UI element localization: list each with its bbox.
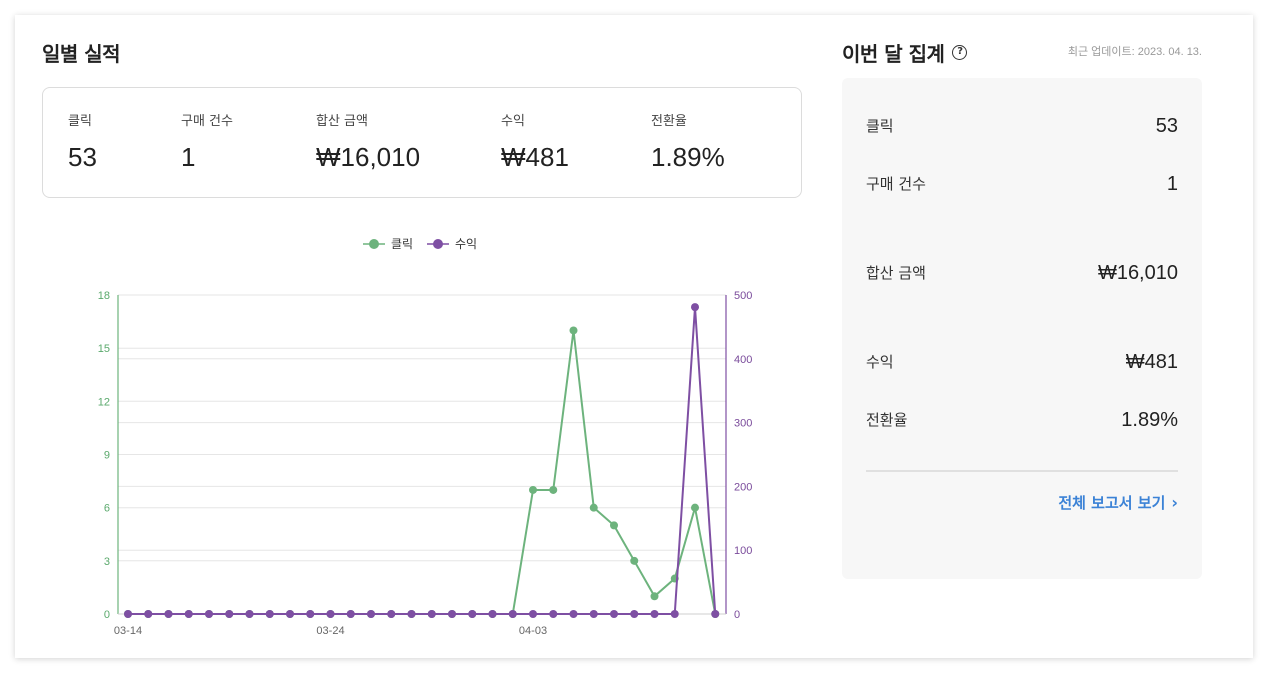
stat-label: 수익 [501, 114, 525, 129]
y-left-tick-label: 0 [104, 609, 110, 621]
last-updated: 최근 업데이트: 2023. 04. 13. [1067, 46, 1202, 58]
summary-value: ₩481 [1125, 351, 1178, 373]
data-point-revenue [711, 610, 720, 618]
data-point-revenue [488, 610, 497, 618]
y-right-tick-label: 300 [734, 418, 752, 430]
summary-value: 1.89% [1121, 409, 1178, 431]
y-left-tick-label: 6 [104, 503, 110, 515]
series-line-clicks [128, 330, 717, 615]
data-point-revenue [144, 610, 153, 618]
data-point-clicks [529, 485, 537, 494]
stat-value: ₩16,010 [316, 142, 421, 172]
data-point-revenue [326, 610, 335, 618]
daily-chart: 0 3 6 9 12 15 18 0 100 200 300 400 500 03-14 03-24 04-0… [98, 237, 753, 637]
stat-value: 53 [68, 142, 97, 172]
daily-title: 일별 실적 [42, 42, 121, 66]
data-point-revenue [529, 610, 537, 618]
data-point-revenue [691, 303, 699, 312]
y-left-tick-label: 9 [104, 450, 110, 462]
data-point-revenue [630, 610, 639, 618]
y-right-tick-label: 100 [734, 545, 752, 557]
stat-label: 클릭 [68, 114, 92, 129]
data-point-revenue [124, 610, 132, 618]
data-point-revenue [225, 610, 234, 618]
summary-label: 구매 건수 [866, 175, 926, 193]
data-point-clicks [549, 485, 558, 494]
series-line-revenue [128, 307, 717, 615]
y-right-tick-label: 0 [734, 609, 740, 621]
monthly-title: 이번 달 집계 [842, 42, 945, 66]
stat-value: 1 [181, 142, 196, 172]
help-circle-icon[interactable]: ? [952, 45, 968, 60]
legend-swatch-dot [433, 239, 443, 249]
x-tick-label: 03-24 [316, 625, 344, 637]
data-point-revenue [508, 610, 517, 618]
data-point-revenue [427, 610, 436, 618]
summary-value: 53 [1155, 115, 1178, 137]
y-left-tick-label: 12 [98, 396, 110, 408]
data-point-revenue [448, 610, 456, 618]
data-point-revenue [650, 610, 659, 618]
daily-stats-box: 클릭 53 구매 건수 1 합산 금액 ₩16,010 수익 ₩481 전환율 … [42, 87, 802, 198]
x-tick-label: 03-14 [114, 625, 142, 637]
stat-label: 구매 건수 [181, 114, 233, 129]
data-point-revenue [468, 610, 477, 618]
data-point-revenue [346, 610, 355, 618]
stat-value: ₩481 [501, 142, 569, 172]
legend-label: 클릭 [391, 237, 413, 251]
data-point-revenue [367, 610, 375, 618]
x-tick-label: 04-03 [519, 625, 547, 637]
data-point-revenue [549, 610, 558, 618]
monthly-summary-panel: 클릭 53 구매 건수 1 합산 금액 ₩16,010 수익 ₩481 전환율 … [842, 78, 1202, 579]
stat-label: 합산 금액 [316, 114, 368, 129]
stat-value: 1.89% [651, 142, 725, 172]
data-point-revenue [407, 610, 416, 618]
full-report-link-label: 전체 보고서 보기 [1058, 494, 1166, 512]
summary-divider [866, 470, 1178, 472]
y-right-tick-label: 500 [734, 290, 752, 302]
full-report-link[interactable]: 전체 보고서 보기 › [1058, 492, 1178, 513]
data-point-revenue [306, 610, 315, 618]
summary-label: 전환율 [866, 411, 908, 429]
data-point-revenue [184, 610, 193, 618]
data-point-clicks [569, 326, 578, 335]
y-right-tick-label: 200 [734, 481, 752, 493]
legend-swatch-dot [369, 239, 379, 249]
monthly-title-wrap: 이번 달 집계 ? [842, 38, 968, 67]
data-point-revenue [610, 610, 618, 618]
data-point-revenue [205, 610, 213, 618]
data-point-clicks [691, 503, 699, 512]
summary-label: 클릭 [866, 117, 894, 135]
data-point-clicks [589, 503, 598, 512]
data-point-revenue [265, 610, 274, 618]
stat-label: 전환율 [651, 114, 687, 129]
data-point-clicks [630, 556, 639, 565]
y-left-tick-label: 15 [98, 343, 110, 355]
y-left-tick-label: 3 [104, 556, 110, 568]
summary-value: ₩16,010 [1097, 262, 1178, 284]
summary-label: 합산 금액 [866, 264, 926, 282]
summary-label: 수익 [866, 353, 894, 371]
y-left-tick-label: 18 [98, 290, 110, 302]
data-point-revenue [245, 610, 254, 618]
summary-value: 1 [1166, 173, 1178, 195]
data-point-revenue [670, 610, 679, 618]
data-point-revenue [387, 610, 396, 618]
chevron-right-icon: › [1171, 493, 1178, 512]
y-right-tick-label: 400 [734, 354, 752, 366]
data-point-clicks [650, 592, 659, 601]
data-point-revenue [164, 610, 173, 618]
data-point-clicks [610, 521, 618, 530]
data-point-revenue [569, 610, 578, 618]
data-point-revenue [589, 610, 598, 618]
legend-label: 수익 [455, 237, 477, 251]
data-point-revenue [286, 610, 294, 618]
